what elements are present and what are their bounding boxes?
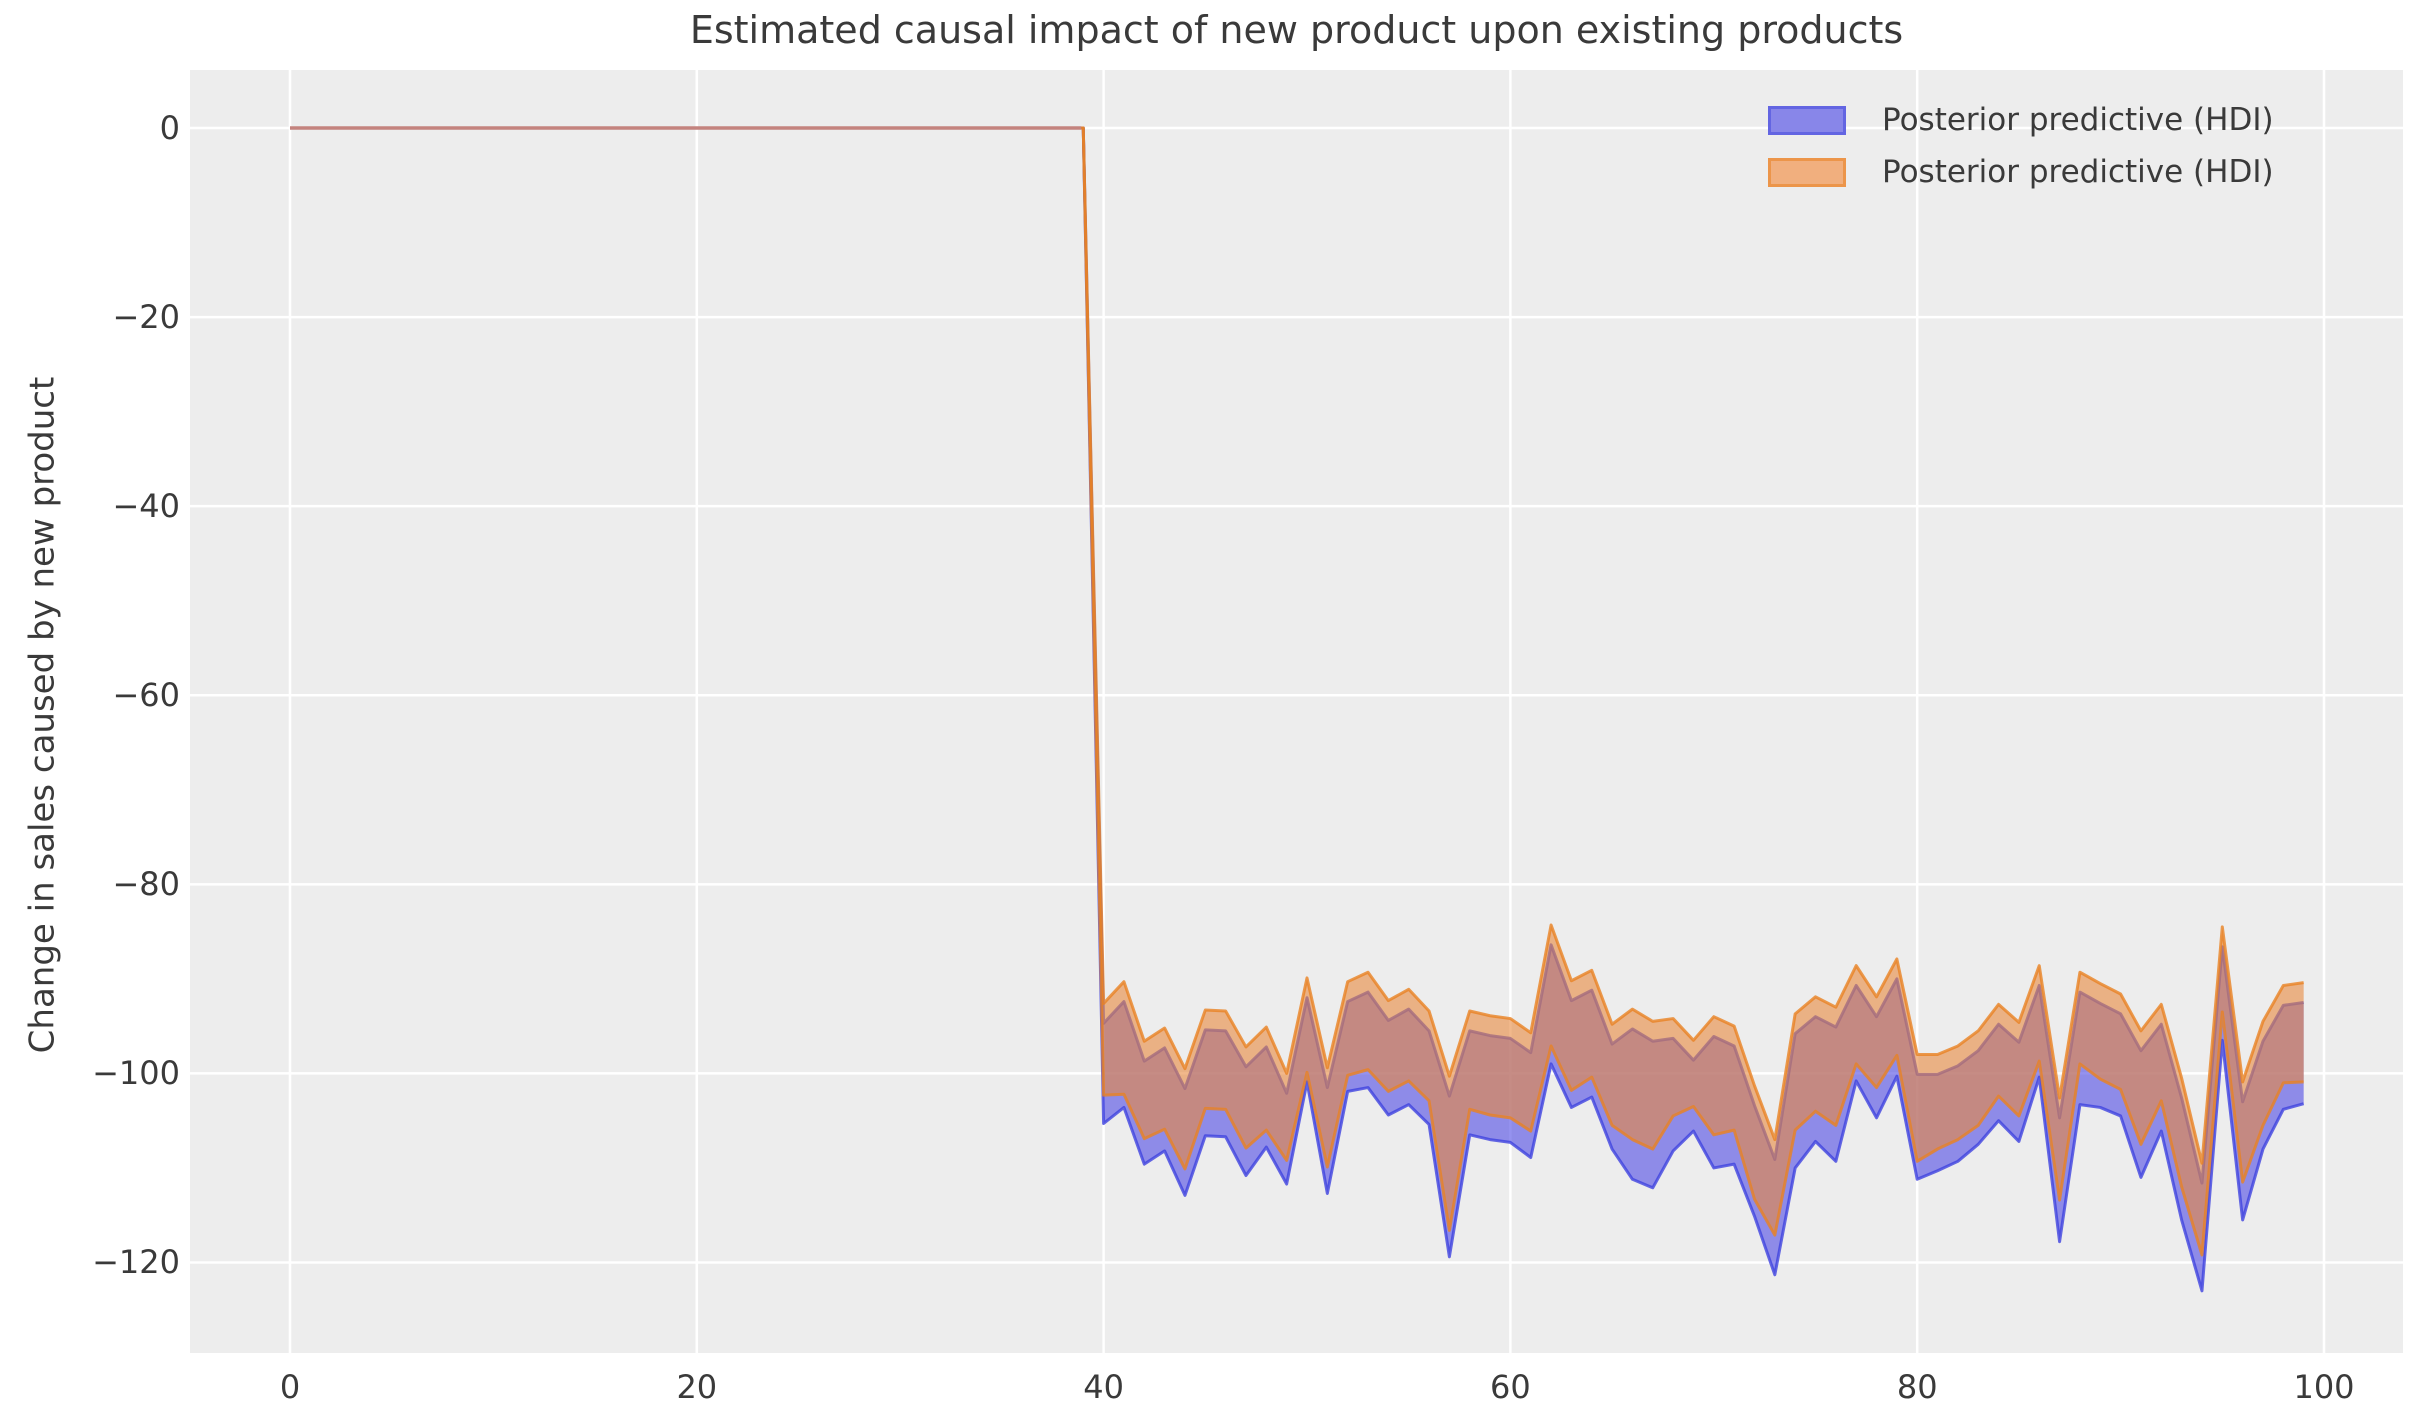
x-tick-label: 100: [2293, 1368, 2355, 1406]
orange-hdi-lower-edge: [290, 126, 2304, 1257]
y-tick-label: −120: [92, 1243, 180, 1282]
legend-swatch-orange: [1768, 157, 1846, 187]
legend-label-blue: Posterior predictive (HDI): [1882, 102, 2274, 138]
x-tick-label: 60: [1490, 1368, 1531, 1406]
x-tick-label: 0: [279, 1368, 301, 1406]
y-tick-label: −40: [112, 487, 180, 526]
blue-hdi-lower-edge: [290, 126, 2305, 1293]
chart-title: Estimated causal impact of new product u…: [689, 8, 1904, 52]
legend-swatch-blue: [1768, 105, 1846, 135]
x-tick-label: 80: [1896, 1368, 1938, 1406]
y-tick-label: −80: [112, 865, 180, 904]
x-tick-label: 40: [1083, 1368, 1124, 1406]
y-tick-label: −20: [112, 298, 180, 337]
legend-item-blue: Posterior predictive (HDI): [1768, 102, 2274, 138]
y-tick-label: −100: [92, 1054, 180, 1093]
y-tick-label: 0: [159, 109, 180, 147]
orange-hdi-upper-edge: [290, 126, 2304, 1165]
legend-label-orange: Posterior predictive (HDI): [1882, 154, 2274, 190]
legend-item-orange: Posterior predictive (HDI): [1768, 154, 2274, 190]
y-tick-label: −60: [112, 676, 180, 715]
legend: Posterior predictive (HDI) Posterior pre…: [1768, 102, 2274, 190]
x-tick-label: 20: [676, 1368, 718, 1406]
